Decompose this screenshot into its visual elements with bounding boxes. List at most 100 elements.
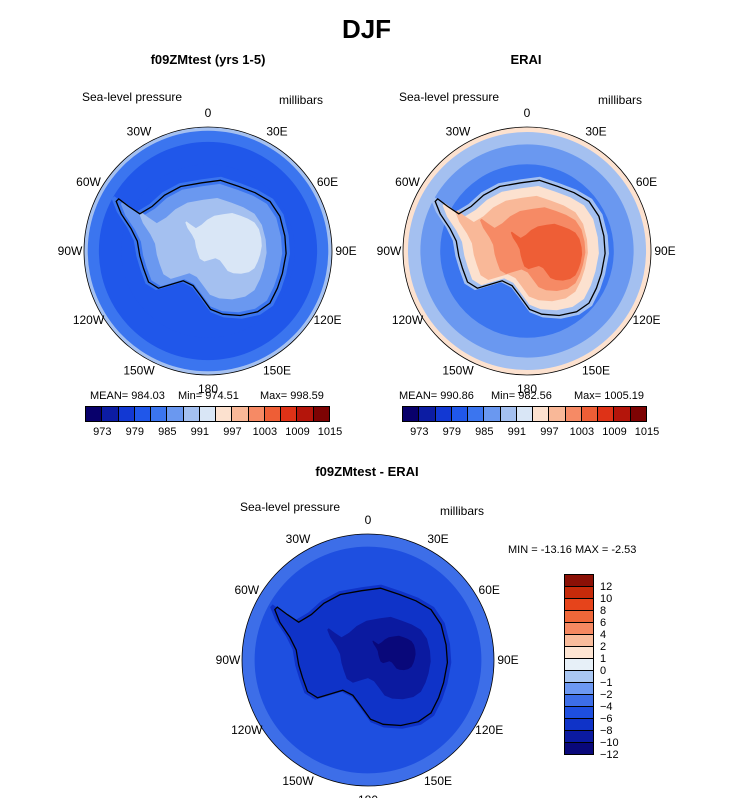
cbar1-swatch-13 [296,406,314,422]
vt3-label-11: −6 [600,713,613,725]
map2-lon-label-3: 90E [654,244,675,258]
map2-field-band-7 [480,207,586,291]
map1-lon-label-10: 60W [76,175,101,189]
map3-lon-label-7: 150W [282,774,314,788]
panel3-colorbar [564,574,594,755]
cbt2-label-3: 991 [507,426,527,438]
cbt1-label-5: 1003 [252,426,278,438]
map3-lon-label-8: 120W [231,723,263,737]
cbt1-label-4: 997 [223,426,242,438]
map3-lon-label-1: 30E [427,532,448,546]
map3-coastline [274,587,449,727]
map3-lon-label-3: 90E [497,653,518,667]
map3-lon-label-9: 90W [216,653,241,667]
vt3-label-5: 2 [600,641,607,653]
map2-lon-label-2: 60E [636,175,657,189]
map3-field-band-3 [327,616,431,700]
cbt2-label-1: 979 [442,426,461,438]
cbt2-label-6: 1009 [602,426,627,438]
vt3-label-3: 6 [600,617,607,629]
panel1-title: f09ZMtest (yrs 1-5) [150,52,266,67]
cbar1-swatch-11 [263,406,282,422]
cbar1-swatch-7 [198,406,217,422]
map2-lon-label-8: 120W [392,313,424,327]
cbar1-swatch-12 [280,406,298,422]
map3-lon-label-10: 60W [234,583,259,597]
map2-lon-label-4: 120E [632,313,660,327]
map2-field-band-5 [442,186,599,311]
map3-field-band-2 [270,584,452,729]
cbt1-label-7: 1015 [317,426,343,438]
vt3-label-0: 12 [600,581,613,593]
panel3-min-max: MIN = -13.16 MAX = -2.53 [508,544,637,556]
cbar1-swatch-4 [150,406,168,422]
panel2-colorbar [402,406,647,422]
vt3-label-4: 4 [600,629,607,641]
map3-field-band-4 [372,635,416,671]
vt3-label-9: −2 [600,689,613,701]
map2-field-band-8 [510,223,583,281]
cbar1-swatch-1 [101,406,119,422]
map1-lon-label-3: 90E [335,244,356,258]
map2-field-band-1 [407,131,647,371]
map1-lon-label-7: 150W [123,364,155,378]
cbt1-label-3: 991 [190,426,210,438]
cbar1-swatch-3 [133,406,152,422]
cbt2-label-2: 985 [475,426,494,438]
panel1-colorbar [85,406,330,422]
cbar2-swatch-9 [548,406,566,422]
cbar2-swatch-6 [499,406,517,422]
map3-lon-label-6: 180 [358,793,378,798]
cbt1-label-0: 973 [93,426,112,438]
cbar2-swatch-10 [564,406,582,422]
cbar2-swatch-8 [532,406,550,422]
map1-boundary [83,126,333,376]
panel2-title: ERAI [510,52,542,67]
panel2-mean: MEAN= 990.86 [399,390,474,402]
cbar2-swatch-4 [467,406,485,422]
figure-title: DJF [341,14,392,44]
panel1-mean: MEAN= 984.03 [90,390,165,402]
cbar1-swatch-8 [215,406,233,422]
cbar1-swatch-10 [247,406,265,422]
map2-field-band-4 [430,176,609,319]
vt3-label-10: −4 [600,701,613,713]
cbar2-swatch-7 [515,406,534,422]
map3-lon-label-4: 120E [475,723,503,737]
cbar2-swatch-14 [629,406,647,422]
map2-field-band-6 [455,195,588,302]
map1-lon-label-9: 90W [58,244,83,258]
map3-lon-label-0: 0 [365,513,372,527]
cbt1-label-6: 1009 [285,426,310,438]
vt3-label-2: 8 [600,605,607,617]
map1-field-band-3 [121,164,295,338]
cbar1-swatch-14 [312,406,330,422]
map2-boundary [402,126,652,376]
cbar2-swatch-11 [580,406,599,422]
cbar2-swatch-12 [597,406,615,422]
map2-lon-label-5: 150E [582,364,610,378]
map2-lon-label-1: 30E [585,125,606,139]
cbt1-label-1: 979 [125,426,144,438]
cbar2-swatch-1 [418,406,436,422]
map1-field-band-2 [98,141,318,361]
map2-lon-label-7: 150W [442,364,474,378]
cbar2-swatch-5 [483,406,501,422]
cbar2-swatch-13 [613,406,631,422]
cbar2-swatch-0 [402,406,420,422]
cbt2-label-5: 1003 [569,426,595,438]
vt3-label-14: −12 [600,749,619,761]
panel2-units-label: millibars [598,93,643,107]
cbar1-swatch-9 [231,406,249,422]
cbar1-swatch-5 [166,406,184,422]
cbar1-swatch-2 [117,406,135,422]
map1-lon-label-5: 150E [263,364,291,378]
panel1-units-label: millibars [279,93,324,107]
panel1-min: Min= 974.51 [178,390,239,402]
map1-field-band-6 [139,198,267,300]
map1-field-band-0 [84,127,332,375]
map1-lon-label-0: 0 [205,106,212,120]
vbar3-swatch-14 [564,742,594,755]
map2-lon-label-10: 60W [395,175,420,189]
map1-lon-label-11: 30W [127,125,152,139]
